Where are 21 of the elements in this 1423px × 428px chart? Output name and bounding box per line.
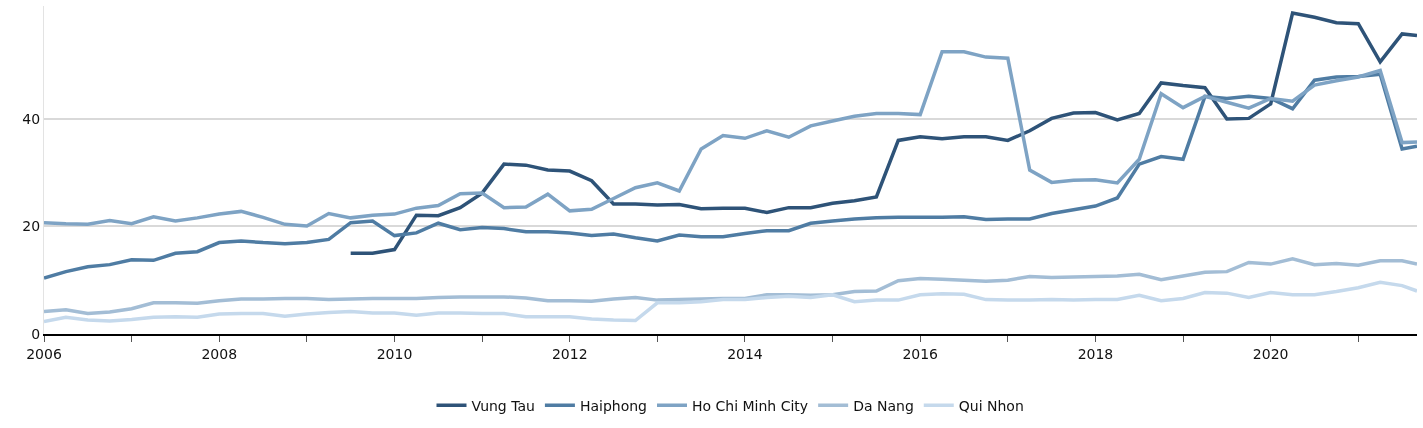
legend-label: Qui Nhon: [958, 397, 1024, 414]
x-tick-label: 2014: [727, 345, 763, 362]
x-tick-label: 2016: [902, 345, 939, 362]
y-tick-label: 20: [22, 218, 41, 235]
x-tick-label: 2018: [1077, 345, 1114, 362]
legend-label: Haiphong: [579, 397, 647, 414]
line-series: [44, 280, 1417, 324]
x-tick-label: 2020: [1252, 345, 1289, 362]
line-series: [44, 256, 1417, 316]
x-tick-label: 2012: [551, 345, 588, 362]
legend-label: Da Nang: [853, 397, 914, 414]
line-series: [44, 49, 1417, 228]
legend-label: Vung Tau: [471, 397, 535, 414]
x-tick-label: 2008: [201, 345, 238, 362]
line-series: [348, 11, 1417, 256]
line-series: [44, 72, 1417, 280]
x-tick-label: 2010: [376, 345, 413, 362]
y-tick-label: 0: [31, 325, 41, 342]
legend-label: Ho Chi Minh City: [692, 397, 809, 414]
y-tick-label: 40: [22, 110, 41, 127]
x-tick-label: 2006: [26, 345, 62, 362]
